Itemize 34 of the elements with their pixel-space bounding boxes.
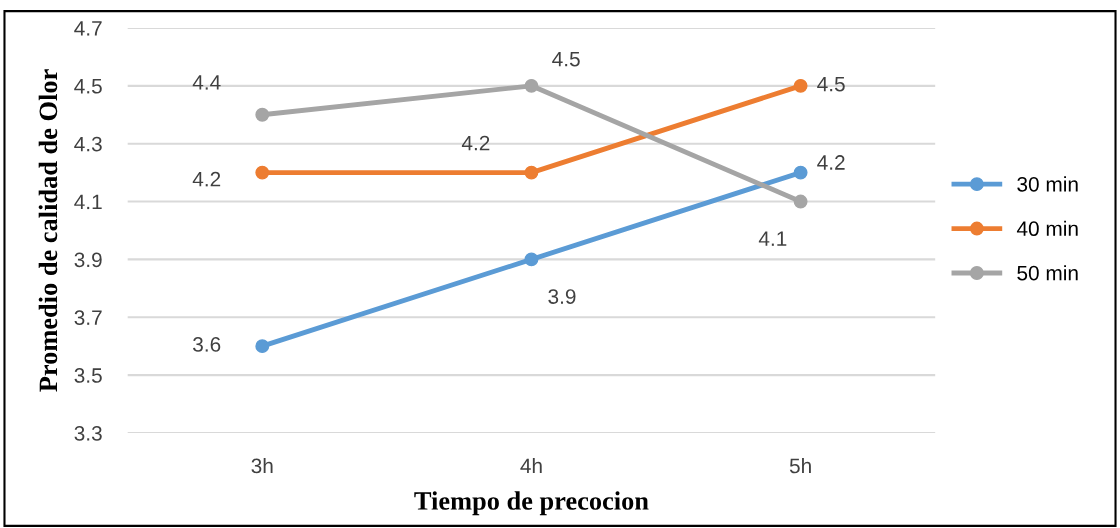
- y-tick-label: 3.9: [74, 252, 102, 268]
- data-label: 4.4: [192, 75, 221, 90]
- y-tick-label: 4.5: [74, 79, 102, 94]
- data-label: 4.2: [461, 135, 490, 151]
- y-tick-label: 3.7: [74, 310, 102, 326]
- legend-label: 50 min: [1017, 265, 1078, 281]
- data-label: 4.2: [817, 155, 845, 170]
- y-tick-label: 3.3: [74, 425, 102, 441]
- x-axis-title: Tiempo de precocion: [414, 491, 649, 516]
- legend-label: 40 min: [1016, 220, 1078, 237]
- data-label: 3.6: [193, 337, 221, 352]
- y-axis-title: Promedio de calidad de Olor: [38, 69, 58, 392]
- x-tick-label: 3h: [251, 457, 273, 474]
- data-label: 4.2: [192, 171, 221, 187]
- x-tick-label: 5h: [789, 457, 811, 474]
- point: [793, 78, 808, 93]
- point: [793, 165, 808, 180]
- legend-label: 30 min: [1017, 176, 1078, 192]
- y-tick-label: 4.3: [74, 136, 102, 152]
- point: [793, 194, 808, 209]
- y-tick-label: 3.5: [74, 368, 102, 383]
- data-label: 4.1: [758, 231, 787, 246]
- x-tick-label: 4h: [520, 457, 542, 474]
- point: [524, 165, 539, 180]
- data-label: 4.5: [552, 51, 580, 67]
- y-tick-label: 4.1: [74, 194, 102, 210]
- point: [524, 78, 539, 93]
- point: [255, 165, 270, 180]
- data-label: 3.9: [548, 289, 576, 304]
- data-label: 4.5: [817, 76, 845, 92]
- y-tick-label: 4.7: [74, 21, 102, 36]
- point: [255, 107, 270, 122]
- point: [255, 339, 270, 354]
- point: [524, 252, 539, 267]
